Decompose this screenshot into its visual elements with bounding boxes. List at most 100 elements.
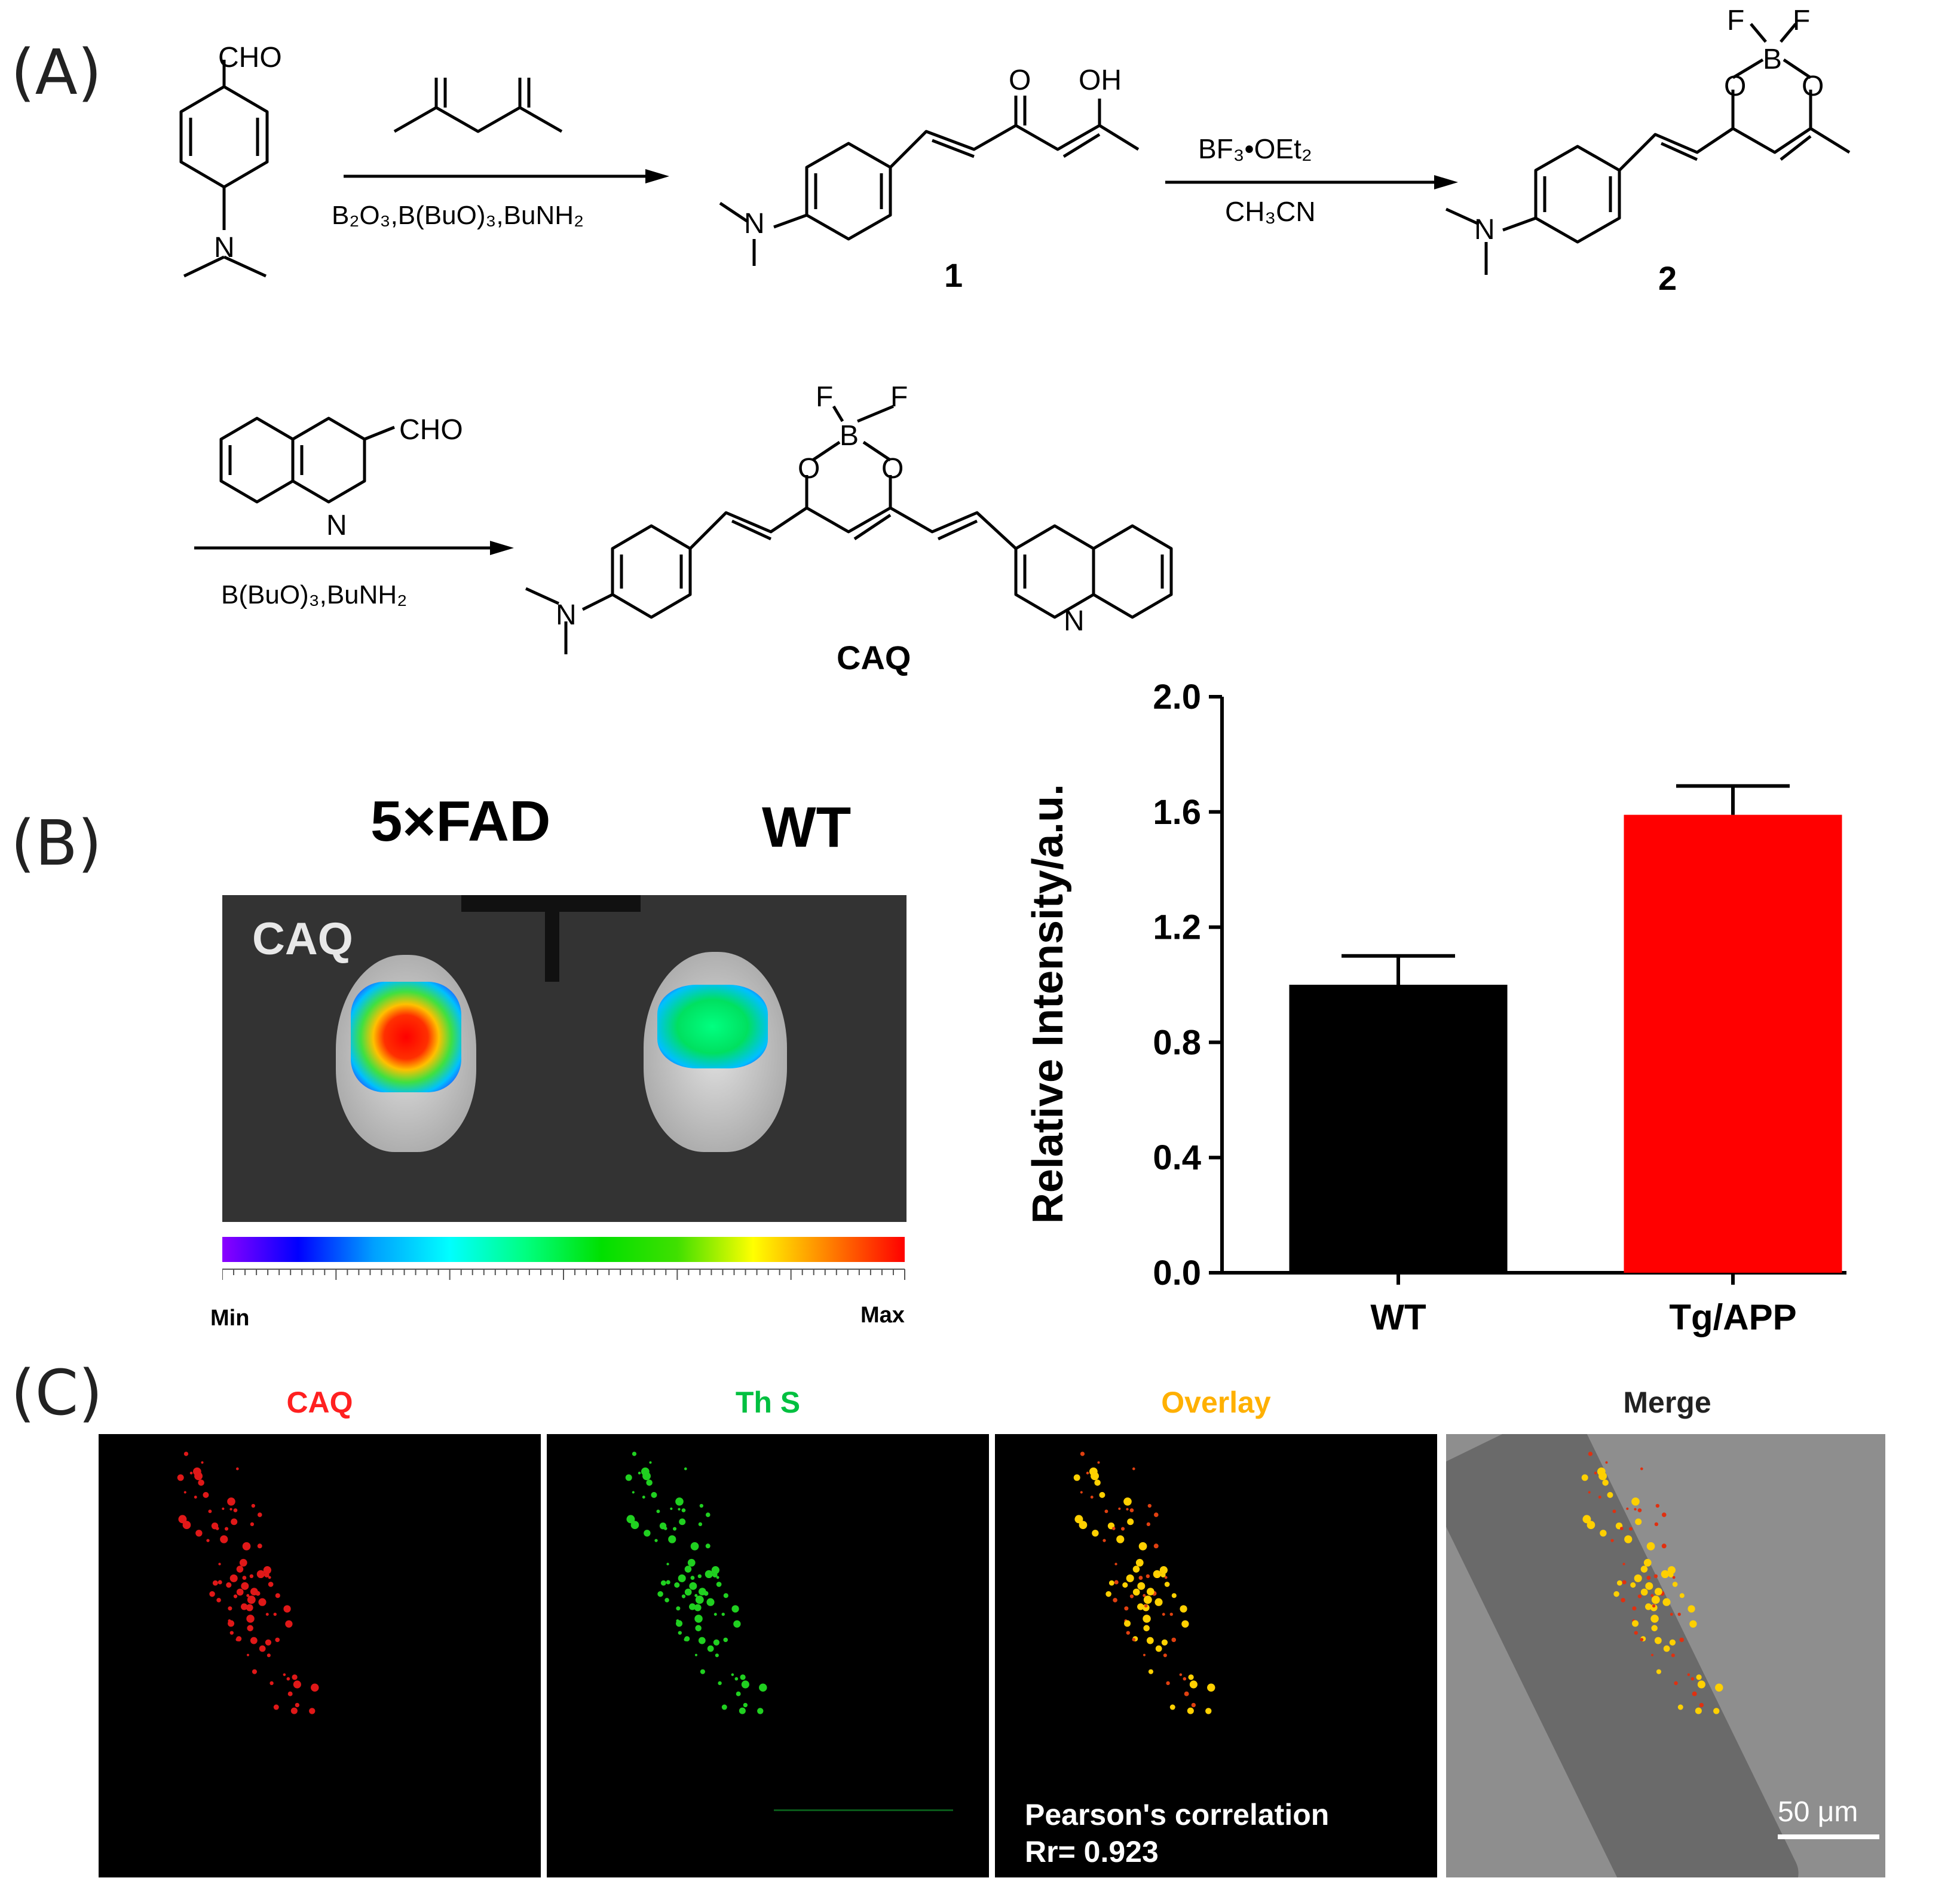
fluorescent-spot [209,1591,215,1597]
fluorescent-spot [1126,1574,1134,1582]
fluorescent-spot [183,1491,186,1494]
caq-quinoline-ring-b [1092,524,1173,619]
fluorescent-spot [1695,1707,1702,1714]
fluorescent-spot [739,1707,746,1714]
fluorescent-spot [226,1582,232,1588]
fluorescent-spot [1154,1598,1163,1606]
fluorescent-spot [311,1683,319,1692]
fluorescent-spot [194,1496,197,1499]
reagent-n-label: N [214,232,235,264]
fluorescent-spot [1188,1674,1194,1680]
color-scale-ticks [222,1269,905,1280]
fluorescent-spot [1143,1615,1151,1623]
fluorescent-spot [1630,1582,1636,1588]
fluorescent-spot [1146,1522,1151,1527]
fluorescent-spot [222,1507,225,1511]
fluorescent-spot [1626,1507,1629,1511]
fluorescent-spot [1164,1582,1170,1587]
fluorescent-spot [651,1491,657,1498]
pearson-label: Pearson's correlation [1025,1798,1330,1831]
fluorescent-spot [668,1535,676,1543]
fluorescent-spot [224,1527,229,1531]
fluorescent-spot [1650,1653,1653,1656]
fluorescent-spot [1138,1576,1143,1580]
fluorescent-spot [642,1496,645,1499]
fluorescent-spot [1692,1691,1697,1696]
fluorescent-spot [283,1605,291,1613]
brain-imaging-panel: CAQ [222,895,906,1222]
fluorescent-spot [1126,1508,1129,1511]
fluorescent-spot [206,1539,210,1542]
fluorescent-spot [1124,1620,1131,1627]
fluorescent-spot [1113,1598,1117,1603]
fluorescent-spot [1662,1598,1671,1606]
fluorescent-spot [741,1680,749,1689]
fluorescent-spot [295,1702,300,1708]
fluorescent-spot [268,1582,274,1587]
fluorescent-spot [1090,1496,1094,1499]
fluorescent-spot [1132,1566,1140,1573]
fluorescent-spot [690,1542,699,1551]
fluorescent-spot [1661,1512,1667,1517]
y-tick-label: 1.6 [1153,793,1201,832]
fluorescent-spot [290,1707,298,1714]
scale-bar-label: 50 μm [1778,1796,1858,1828]
fluorescent-spot [1089,1467,1098,1476]
scale-max-label: Max [860,1303,905,1328]
fluorescent-spot [220,1535,228,1543]
fluorescent-spot [713,1639,720,1646]
fluorescent-spot [1677,1612,1681,1616]
fluorescent-spot [1166,1681,1170,1686]
fluorescent-spot [250,1637,258,1644]
fluorescent-spot [705,1543,710,1549]
fluorescent-spot [1105,1591,1111,1597]
pearson-value: Rr= 0.923 [1025,1835,1159,1868]
fluorescent-spot [1073,1474,1080,1481]
scale-bar [1778,1834,1879,1839]
fluorescent-spot [706,1598,715,1606]
fluorescent-spot [212,1580,218,1586]
fluorescent-spot [1650,1604,1658,1612]
fluorescent-spot [679,1518,686,1526]
fluorescent-spot [198,1479,204,1486]
product2-o-right: O [1802,71,1824,102]
fluorescent-spot [700,1669,706,1674]
fluorescent-spot [258,1598,267,1606]
fluorescent-spot [1146,1574,1150,1579]
fluorescent-spot [265,1639,272,1646]
fluorescent-spot [1602,1479,1609,1486]
fluorescent-spot [1640,1566,1648,1573]
fluorescent-spot [721,1704,727,1710]
fluorescent-spot [718,1681,722,1686]
merge-signal-dots [1581,1451,1723,1714]
fluorescent-spot [674,1582,680,1588]
fluorescent-spot [675,1497,684,1506]
fluorescent-spot [1672,1582,1678,1587]
fluorescent-spot [1581,1474,1588,1481]
fluorescent-spot [759,1683,767,1692]
fluorescent-spot [247,1595,256,1604]
caq-o-left: O [798,453,820,485]
product2-label: 2 [1658,259,1677,297]
fluorescent-spot [1148,1669,1154,1674]
fluorescent-spot [1191,1702,1196,1708]
fluorescent-spot [228,1606,232,1611]
fluorescent-spot [1674,1681,1678,1686]
panel-label-a: (A) [11,36,102,109]
fluorescent-spot [1147,1503,1152,1508]
fluorescent-spot [195,1530,203,1537]
fluorescent-spot [233,1508,238,1512]
y-tick-label: 2.0 [1153,678,1201,716]
fluorescent-spot [678,1574,686,1582]
caq-f-right: F [890,381,908,413]
caq-quinoline-n: N [1064,605,1085,637]
fluorescent-spot [1645,1603,1652,1610]
fluorescent-spot [1162,1613,1165,1616]
fluorescent-spot [1153,1570,1162,1579]
quinoline-cho-label: CHO [399,414,463,446]
fluorescent-spot [1092,1530,1099,1537]
fluorescent-spot [1588,1491,1591,1494]
product1-ring [805,142,892,241]
fluorescent-spot [1153,1512,1159,1517]
fluorescent-spot [1624,1535,1633,1543]
